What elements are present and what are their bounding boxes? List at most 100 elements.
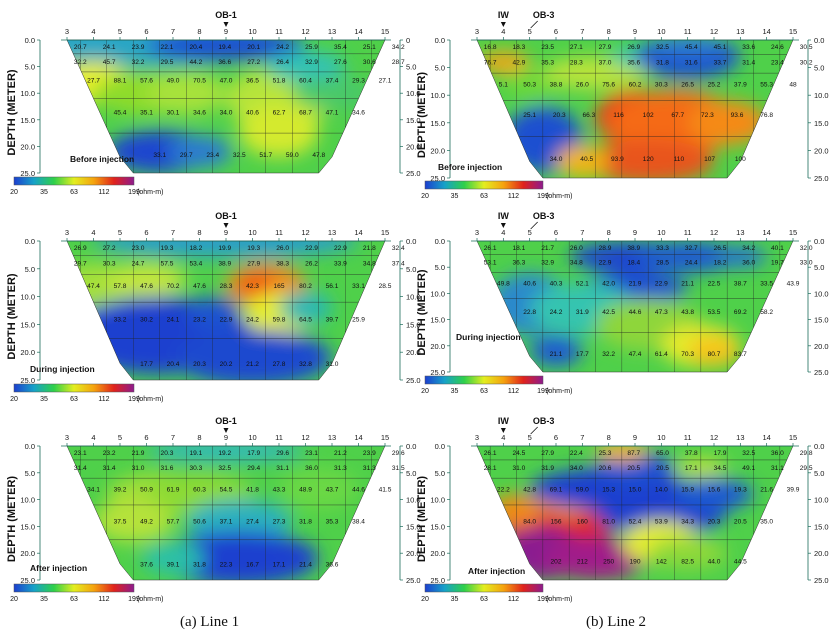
color-scale-tick: 35 xyxy=(40,189,48,196)
resistivity-values: 26.1 24.5 27.9 22.4 25.3 87.7 65.0 37.8 17.9 32.5… xyxy=(484,450,813,566)
color-scale-tick: 199 xyxy=(128,189,140,196)
cell-value: 23.4 xyxy=(771,60,784,67)
electrode-label: 15 xyxy=(381,433,389,442)
stage-label: After injection xyxy=(30,563,87,573)
cell-value: 102 xyxy=(643,112,654,119)
cell-value: 28.3 xyxy=(220,283,233,290)
color-scale-tick: 35 xyxy=(451,596,459,603)
depth-tick: 5.0 xyxy=(406,63,416,72)
cell-value: 20.4 xyxy=(167,361,180,368)
cell-value: 53.4 xyxy=(189,261,202,268)
cell-value: 24.2 xyxy=(276,44,289,51)
cell-value: 26.4 xyxy=(276,59,289,66)
cell-value: 19.4 xyxy=(218,44,231,51)
depth-tick: 15.0 xyxy=(20,320,35,329)
cell-value: 49.1 xyxy=(742,465,755,472)
electrode-label: 3 xyxy=(65,228,69,237)
resistivity-values: 26.1 18.1 21.7 26.0 28.9 38.9 33.3 32.7 26.5 34.2… xyxy=(484,245,813,358)
cell-value: 53.9 xyxy=(655,519,668,526)
cell-value: 31.4 xyxy=(103,465,116,472)
cell-value: 39.9 xyxy=(787,486,800,493)
cell-value: 83.7 xyxy=(734,351,747,358)
electrode-label: 14 xyxy=(762,228,770,237)
cell-value: 22.4 xyxy=(570,450,583,457)
electrode-label: 4 xyxy=(501,433,505,442)
cell-value: 45.4 xyxy=(114,109,127,116)
cell-value: 31.8 xyxy=(299,519,312,526)
cell-value: 202 xyxy=(550,559,561,566)
electrode-label: 6 xyxy=(554,433,558,442)
cell-value: 35.0 xyxy=(760,519,773,526)
cell-value: 49.2 xyxy=(140,519,153,526)
cell-value: 24.1 xyxy=(167,316,180,323)
cell-value: 250 xyxy=(603,559,614,566)
resistivity-values: 26.9 27.2 23.0 19.3 18.2 19.9 19.3 26.0 22.9 22.9… xyxy=(74,245,405,368)
cell-value: 22.9 xyxy=(220,316,233,323)
cell-value: 31.8 xyxy=(656,60,669,67)
cell-value: 58.2 xyxy=(760,309,773,316)
color-scale-tick: 20 xyxy=(10,596,18,603)
well-marker-label: OB-1 xyxy=(215,211,237,221)
electrode-label: 4 xyxy=(91,27,95,36)
resistivity-zone xyxy=(141,542,205,575)
cell-value: 34.8 xyxy=(570,259,583,266)
cell-value: 100 xyxy=(735,156,746,163)
cell-value: 31.9 xyxy=(541,465,554,472)
electrode-label: 13 xyxy=(328,228,336,237)
depth-tick: 10.0 xyxy=(814,289,829,298)
cell-value: 17.7 xyxy=(576,351,589,358)
depth-tick: 5.0 xyxy=(435,64,445,73)
depth-tick: 10.0 xyxy=(430,496,445,505)
cell-value: 66.3 xyxy=(582,112,595,119)
depth-tick: 20.0 xyxy=(430,342,445,351)
cell-value: 20.5 xyxy=(627,465,640,472)
cell-value: 116 xyxy=(613,112,624,119)
depth-tick: 0 xyxy=(406,36,410,45)
depth-tick: 10.0 xyxy=(20,496,35,505)
cell-value: 18.2 xyxy=(714,259,727,266)
cell-value: 31.0 xyxy=(326,361,339,368)
depth-tick: 15.0 xyxy=(406,522,421,531)
cell-value: 18.4 xyxy=(627,259,640,266)
panel-l1-during: 3 4 5 6 7 8 9 10 11 12 13 14 15 0.0 5.0 10.0 15.0 20.0 25.… xyxy=(6,211,421,403)
cell-value: 21.2 xyxy=(246,361,259,368)
resistivity-zone xyxy=(239,274,277,297)
cell-value: 34.1 xyxy=(87,486,100,493)
cell-value: 34.2 xyxy=(742,245,755,252)
color-scale-tick: 112 xyxy=(98,596,109,603)
cell-value: 25.1 xyxy=(523,112,536,119)
cell-value: 31.6 xyxy=(685,60,698,67)
stage-label: After injection xyxy=(468,566,525,576)
depth-tick: 0.0 xyxy=(25,237,35,246)
depth-tick: 20.0 xyxy=(20,549,35,558)
cell-value: 43.3 xyxy=(273,486,286,493)
cell-value: 69.1 xyxy=(550,486,563,493)
cell-value: 54.5 xyxy=(220,486,233,493)
cell-value: 82.5 xyxy=(681,559,694,566)
depth-tick: 15.0 xyxy=(406,116,421,125)
cell-value: 31.8 xyxy=(193,561,206,568)
cell-value: 16.8 xyxy=(484,44,497,51)
cell-value: 35.3 xyxy=(541,60,554,67)
electrode-label: 15 xyxy=(381,228,389,237)
cell-value: 51.8 xyxy=(273,77,286,84)
depth-tick: 15.0 xyxy=(814,316,829,325)
cell-grid xyxy=(483,40,787,178)
cell-value: 37.8 xyxy=(685,450,698,457)
depth-axis-title: DEPTH (METER) xyxy=(416,476,428,563)
depth-tick: 0.0 xyxy=(814,36,824,45)
depth-tick: 5.0 xyxy=(25,469,35,478)
electrode-label: 6 xyxy=(144,433,148,442)
cell-value: 27.2 xyxy=(247,59,260,66)
electrode-label: 10 xyxy=(657,228,665,237)
cell-value: 27.6 xyxy=(334,59,347,66)
cell-value: 37.4 xyxy=(392,261,405,268)
depth-tick: 20.0 xyxy=(406,348,421,357)
electrode-label: 3 xyxy=(65,27,69,36)
cell-value: 49.8 xyxy=(497,280,510,287)
color-scale-tick: 199 xyxy=(128,396,140,403)
color-scale-tick: 35 xyxy=(40,396,48,403)
electrode-label: 9 xyxy=(224,27,228,36)
cell-value: 22.9 xyxy=(334,245,347,252)
